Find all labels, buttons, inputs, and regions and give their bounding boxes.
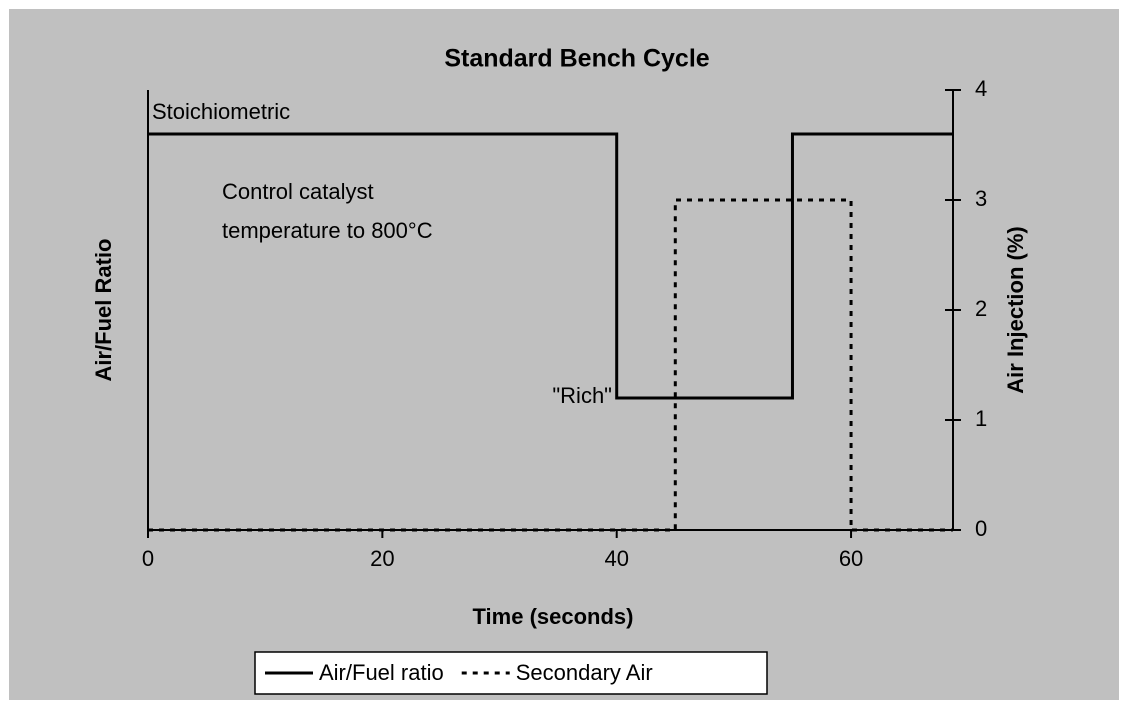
annotation: "Rich" bbox=[552, 383, 612, 408]
annotation: temperature to 800°C bbox=[222, 218, 433, 243]
line-series bbox=[148, 132, 953, 400]
x-tick-label: 0 bbox=[142, 546, 154, 571]
x-tick-label: 60 bbox=[839, 546, 863, 571]
annotation: Stoichiometric bbox=[152, 99, 290, 124]
legend-box bbox=[254, 651, 768, 695]
y2-tick-label: 3 bbox=[975, 186, 987, 211]
x-tick-label: 40 bbox=[604, 546, 628, 571]
annotation: Control catalyst bbox=[222, 179, 374, 204]
y2-tick-label: 1 bbox=[975, 406, 987, 431]
y2-tick-label: 4 bbox=[975, 76, 987, 101]
legend-label: Secondary Air bbox=[516, 660, 653, 685]
y2-axis-label: Air Injection (%) bbox=[1003, 226, 1028, 393]
legend-label: Air/Fuel ratio bbox=[319, 660, 444, 685]
y2-tick-label: 2 bbox=[975, 296, 987, 321]
chart-background bbox=[7, 7, 1121, 702]
y2-tick-label: 0 bbox=[975, 516, 987, 541]
chart-title: Standard Bench Cycle bbox=[444, 45, 709, 73]
y-axis-label: Air/Fuel Ratio bbox=[91, 238, 116, 381]
x-axis-label: Time (seconds) bbox=[473, 604, 634, 629]
x-tick-label: 20 bbox=[370, 546, 394, 571]
